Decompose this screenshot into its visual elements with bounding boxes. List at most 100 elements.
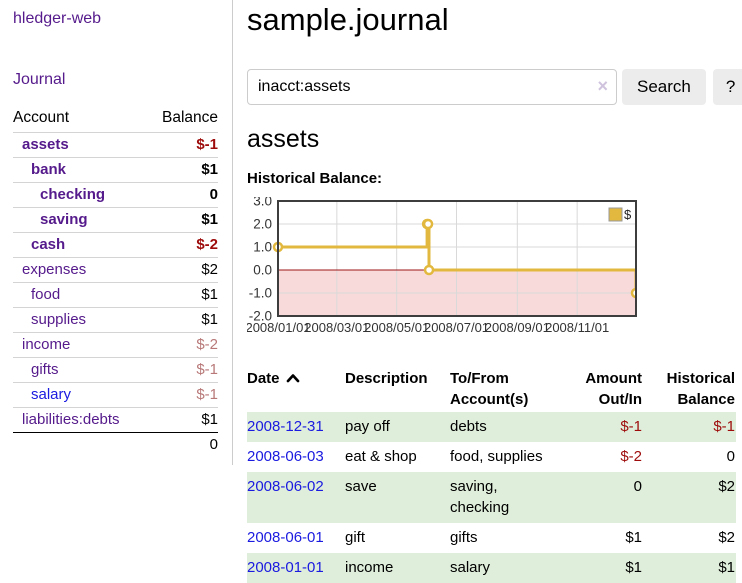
account-row: salary $-1 [13, 382, 218, 407]
transaction-row: 2008-01-01 income salary $1 $1 [247, 553, 736, 583]
account-link[interactable]: assets [22, 136, 69, 153]
account-link[interactable]: food [31, 286, 61, 303]
svg-text:2008/11/01: 2008/11/01 [545, 320, 609, 335]
transactions-header-row: Date Description To/From Account(s) Amou… [247, 366, 736, 412]
transaction-date-cell: 2008-12-31 [247, 412, 345, 442]
accounts-panel: Account Balance assets $-1 bank $1 checking 0… [13, 106, 218, 457]
account-link[interactable]: liabilities:debts [22, 411, 120, 428]
transaction-balance-cell: 0 [726, 448, 735, 465]
transactions-body: 2008-12-31 pay off debts $-1 $-1 2008-06-03 ea… [247, 412, 736, 583]
account-balance: $2 [201, 261, 218, 278]
account-balance: $1 [201, 286, 218, 303]
account-balance: $1 [201, 161, 218, 178]
transaction-description-cell: gift [345, 529, 366, 546]
svg-text:-2.0: -2.0 [249, 309, 272, 324]
transaction-accounts-cell: gifts [450, 529, 478, 546]
search-form: × Search ? [247, 69, 742, 105]
transaction-amount-cell: $-2 [620, 448, 642, 465]
account-row: income $-2 [13, 332, 218, 357]
date-link[interactable]: 2008-06-03 [247, 448, 324, 465]
account-row: cash $-2 [13, 232, 218, 257]
transaction-row: 2008-06-03 eat & shop food, supplies $-2 0 [247, 442, 736, 472]
col-date-label: Date [247, 370, 280, 387]
search-input[interactable] [247, 69, 617, 105]
account-balance: $-1 [196, 386, 218, 403]
transaction-amount-cell: $-1 [585, 412, 657, 442]
account-heading: assets [247, 125, 320, 153]
svg-text:2008/03/01: 2008/03/01 [304, 320, 369, 335]
account-balance: 0 [209, 186, 218, 203]
transactions-table: Date Description To/From Account(s) Amou… [247, 366, 736, 583]
col-accounts: To/From Account(s) [450, 370, 529, 408]
account-row: saving $1 [13, 207, 218, 232]
svg-text:0.0: 0.0 [253, 263, 272, 278]
transaction-amount-cell: $1 [625, 529, 642, 546]
search-input-wrap: × [247, 69, 617, 105]
svg-text:2008/05/01: 2008/05/01 [364, 320, 429, 335]
account-row: supplies $1 [13, 307, 218, 332]
transaction-row: 2008-06-01 gift gifts $1 $2 [247, 523, 736, 553]
svg-text:2008/07/01: 2008/07/01 [424, 320, 489, 335]
accounts-total-value: 0 [209, 436, 218, 453]
app-title-link[interactable]: hledger-web [13, 10, 102, 27]
svg-text:2008/09/01: 2008/09/01 [485, 320, 550, 335]
account-link[interactable]: checking [40, 186, 106, 203]
date-link[interactable]: 2008-01-01 [247, 559, 324, 576]
account-link[interactable]: gifts [31, 361, 59, 378]
accounts-header: Account Balance [13, 106, 218, 132]
help-button[interactable]: ? [712, 69, 742, 105]
account-balance: $-2 [196, 236, 218, 253]
search-button[interactable]: Search [622, 69, 706, 105]
col-date[interactable]: Date [247, 366, 345, 412]
account-link[interactable]: salary [31, 386, 72, 403]
transaction-date-cell: 2008-06-03 [247, 442, 345, 472]
transaction-description-cell: income [345, 553, 450, 583]
account-row: checking 0 [13, 182, 218, 207]
transaction-description-cell: save [345, 472, 450, 523]
account-balance: $1 [201, 211, 218, 228]
transaction-date-cell: 2008-01-01 [247, 553, 345, 583]
transaction-row: 2008-06-02 save saving, checking 0 $2 [247, 472, 736, 523]
chart-canvas: $3.0 2.0 1.0 0.0 -1.0 -2.02008/01/012008/03/0… [245, 194, 642, 335]
main-content: sample.journal × Search ? assets Histori… [233, 0, 742, 583]
date-link[interactable]: 2008-12-31 [247, 418, 324, 435]
date-link[interactable]: 2008-06-02 [247, 478, 324, 495]
accounts-col-account: Account [13, 109, 70, 126]
col-amount: Amount Out/In [585, 370, 642, 408]
account-row: gifts $-1 [13, 357, 218, 382]
svg-text:2.0: 2.0 [253, 217, 272, 232]
transaction-balance-cell: $-1 [657, 412, 736, 442]
col-description: Description [345, 370, 428, 387]
col-balance: Historical Balance [666, 370, 735, 408]
transaction-description-cell: pay off [345, 412, 450, 442]
transaction-accounts-cell: food, supplies [450, 448, 543, 465]
chart-title: Historical Balance: [247, 170, 383, 187]
page-title: sample.journal [247, 2, 449, 37]
transaction-balance-cell: $2 [718, 529, 735, 546]
account-link[interactable]: expenses [22, 261, 87, 278]
transaction-amount-cell: 0 [585, 472, 657, 523]
transaction-accounts-cell: salary [450, 553, 585, 583]
accounts-list: assets $-1 bank $1 checking 0 saving $1 cash $-2 e… [13, 132, 218, 432]
clear-search-icon[interactable]: × [597, 76, 608, 96]
transaction-accounts-cell: saving, checking [450, 472, 585, 523]
transaction-date-cell: 2008-06-02 [247, 472, 345, 523]
transaction-date-cell: 2008-06-01 [247, 523, 345, 553]
account-link[interactable]: income [22, 336, 71, 353]
account-balance: $1 [201, 311, 218, 328]
transaction-description-cell: eat & shop [345, 448, 417, 465]
account-link[interactable]: saving [40, 211, 88, 228]
sort-ascending-icon[interactable] [286, 373, 300, 383]
account-link[interactable]: supplies [31, 311, 87, 328]
svg-text:2008/01/01: 2008/01/01 [247, 320, 311, 335]
svg-text:$: $ [624, 207, 632, 222]
accounts-col-balance: Balance [161, 109, 218, 126]
account-link[interactable]: cash [31, 236, 66, 253]
svg-text:3.0: 3.0 [253, 197, 272, 209]
date-link[interactable]: 2008-06-01 [247, 529, 324, 546]
account-row: liabilities:debts $1 [13, 407, 218, 432]
sidebar-item-journal[interactable]: Journal [13, 71, 66, 88]
account-balance: $1 [201, 411, 218, 428]
svg-text:-1.0: -1.0 [249, 286, 272, 301]
account-link[interactable]: bank [31, 161, 67, 178]
